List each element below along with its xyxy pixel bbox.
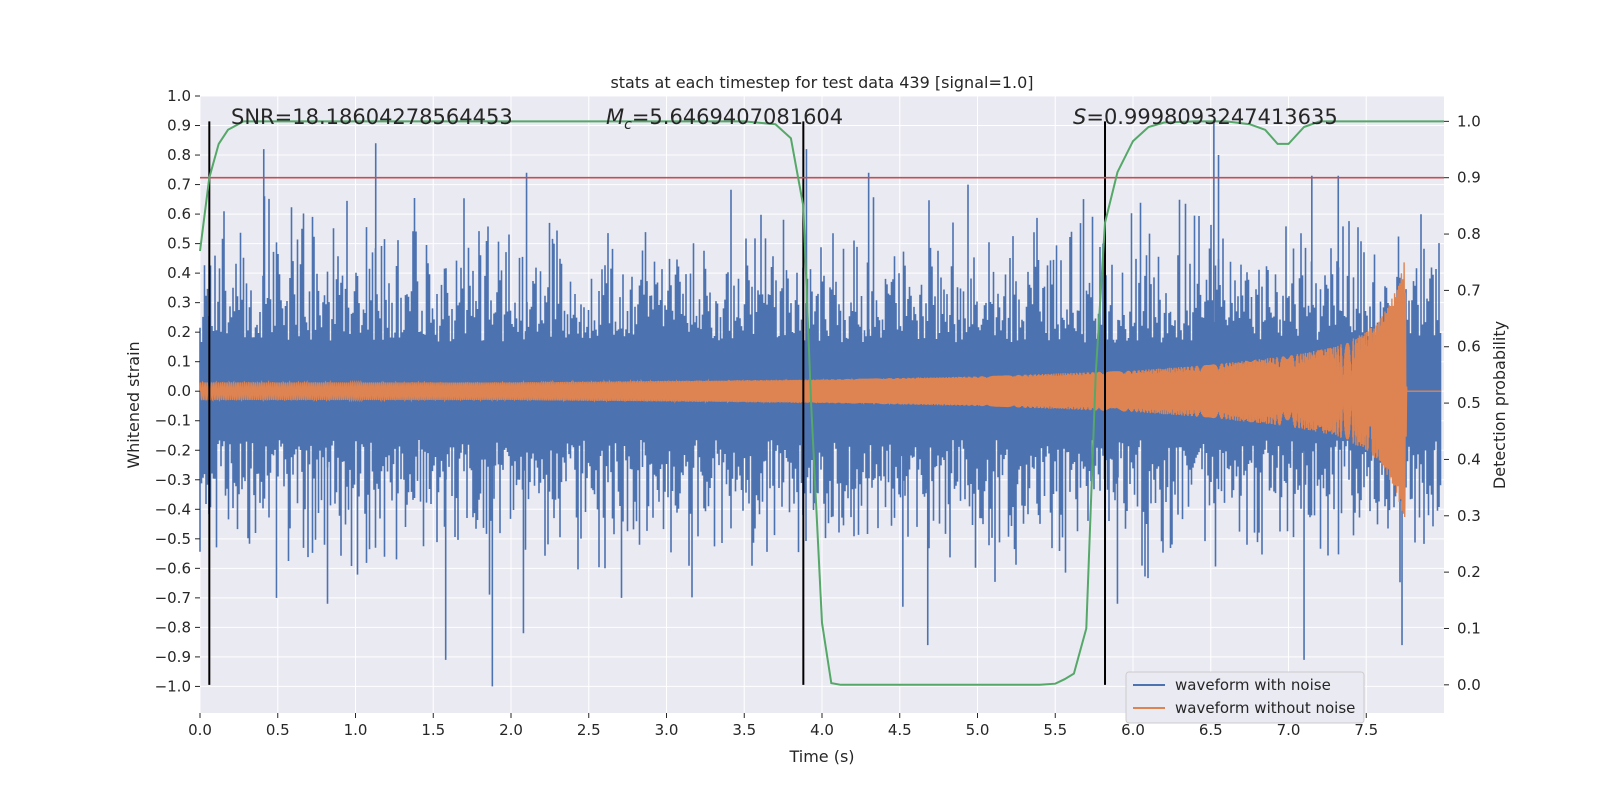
y-left-tick-label: −0.3	[155, 471, 191, 489]
y-left-tick-label: 0.1	[167, 353, 191, 371]
y-left-tick-label: −0.7	[155, 589, 191, 607]
x-tick-label: 1.5	[421, 721, 445, 739]
series-waveform-with-noise	[199, 119, 1442, 687]
y-left-tick-label: 0.3	[167, 294, 191, 312]
probability-line	[199, 120, 1444, 686]
y-left-tick-label: −0.2	[155, 441, 191, 459]
x-tick-label: 6.0	[1121, 721, 1145, 739]
y-left-tick-label: −0.8	[155, 618, 191, 636]
y-left-tick-label: 1.0	[167, 87, 191, 105]
y-right-tick-label: 0.8	[1457, 225, 1481, 243]
x-axis-label: Time (s)	[788, 747, 854, 766]
x-tick-label: 5.5	[1043, 721, 1067, 739]
y-right-tick-label: 1.0	[1457, 112, 1481, 130]
series-detection-probability	[199, 120, 1444, 686]
y-left-tick-label: −0.1	[155, 412, 191, 430]
y-left-tick-label: −0.5	[155, 530, 191, 548]
y-left-tick-label: 0.4	[167, 264, 191, 282]
y-right-tick-label: 0.9	[1457, 169, 1481, 187]
y-right-tick-label: 0.2	[1457, 563, 1481, 581]
y-left-tick-label: 0.6	[167, 205, 191, 223]
y-left-tick-label: 0.7	[167, 176, 191, 194]
y-right-tick-label: 0.1	[1457, 619, 1481, 637]
x-tick-label: 0.5	[266, 721, 290, 739]
legend-label-noise: waveform with noise	[1175, 676, 1331, 694]
y-left-tick-label: −0.6	[155, 559, 191, 577]
annotation-chirp-mass: Mc=5.6469407081604	[606, 105, 843, 133]
annotation-score: S=0.9998093247413635	[1073, 105, 1338, 129]
x-tick-label: 2.0	[499, 721, 523, 739]
chirp-mass-subscript: c	[624, 117, 632, 133]
y-left-tick-label: 0.2	[167, 323, 191, 341]
y-axis-right-label: Detection probability	[1490, 321, 1509, 489]
chirp-mass-value: =5.6469407081604	[632, 105, 843, 129]
y-left-tick-label: 0.9	[167, 117, 191, 135]
y-right-tick-label: 0.4	[1457, 450, 1481, 468]
x-tick-label: 7.5	[1354, 721, 1378, 739]
chirp-mass-symbol: M	[606, 105, 624, 129]
x-tick-label: 7.0	[1277, 721, 1301, 739]
chart-title: stats at each timestep for test data 439…	[610, 73, 1033, 92]
score-value: =0.9998093247413635	[1086, 105, 1337, 129]
y-left-tick-label: 0.0	[167, 382, 191, 400]
x-tick-label: 3.5	[732, 721, 756, 739]
y-right-tick-label: 0.3	[1457, 507, 1481, 525]
x-tick-label: 1.0	[344, 721, 368, 739]
x-tick-label: 5.0	[966, 721, 990, 739]
annotations: SNR=18.18604278564453 Mc=5.6469407081604…	[231, 105, 1338, 133]
y-right-tick-label: 0.6	[1457, 338, 1481, 356]
legend-box	[1125, 671, 1365, 724]
x-tick-label: 0.0	[188, 721, 212, 739]
y-left-tick-label: −0.9	[155, 648, 191, 666]
y-left-tick-label: 0.5	[167, 235, 191, 253]
y-right-tick-label: 0.7	[1457, 281, 1481, 299]
x-tick-label: 4.5	[888, 721, 912, 739]
y-right-tick-label: 0.5	[1457, 394, 1481, 412]
x-tick-label: 2.5	[577, 721, 601, 739]
x-tick-label: 6.5	[1199, 721, 1223, 739]
legend: waveform with noise waveform without noi…	[1125, 671, 1365, 724]
clean-waveform-trace	[199, 262, 1441, 518]
series-waveform-without-noise	[199, 262, 1441, 518]
x-tick-label: 4.0	[810, 721, 834, 739]
y-left-tick-label: 0.8	[167, 146, 191, 164]
y-axis-left-label: Whitened strain	[124, 341, 143, 468]
y-left-tick-label: −0.4	[155, 500, 191, 518]
y-left-tick-label: −1.0	[155, 677, 191, 695]
axis-ticks: 0.0 0.5 1.0 1.5 2.0 2.5 3.0 3.5 4.0 4.5 5.0 5.5 6.0 6…	[155, 87, 1481, 739]
x-tick-label: 3.0	[655, 721, 679, 739]
score-symbol: S	[1073, 105, 1086, 129]
annotation-snr: SNR=18.18604278564453	[231, 105, 513, 129]
legend-label-clean: waveform without noise	[1175, 699, 1355, 717]
y-right-tick-label: 0.0	[1457, 676, 1481, 694]
